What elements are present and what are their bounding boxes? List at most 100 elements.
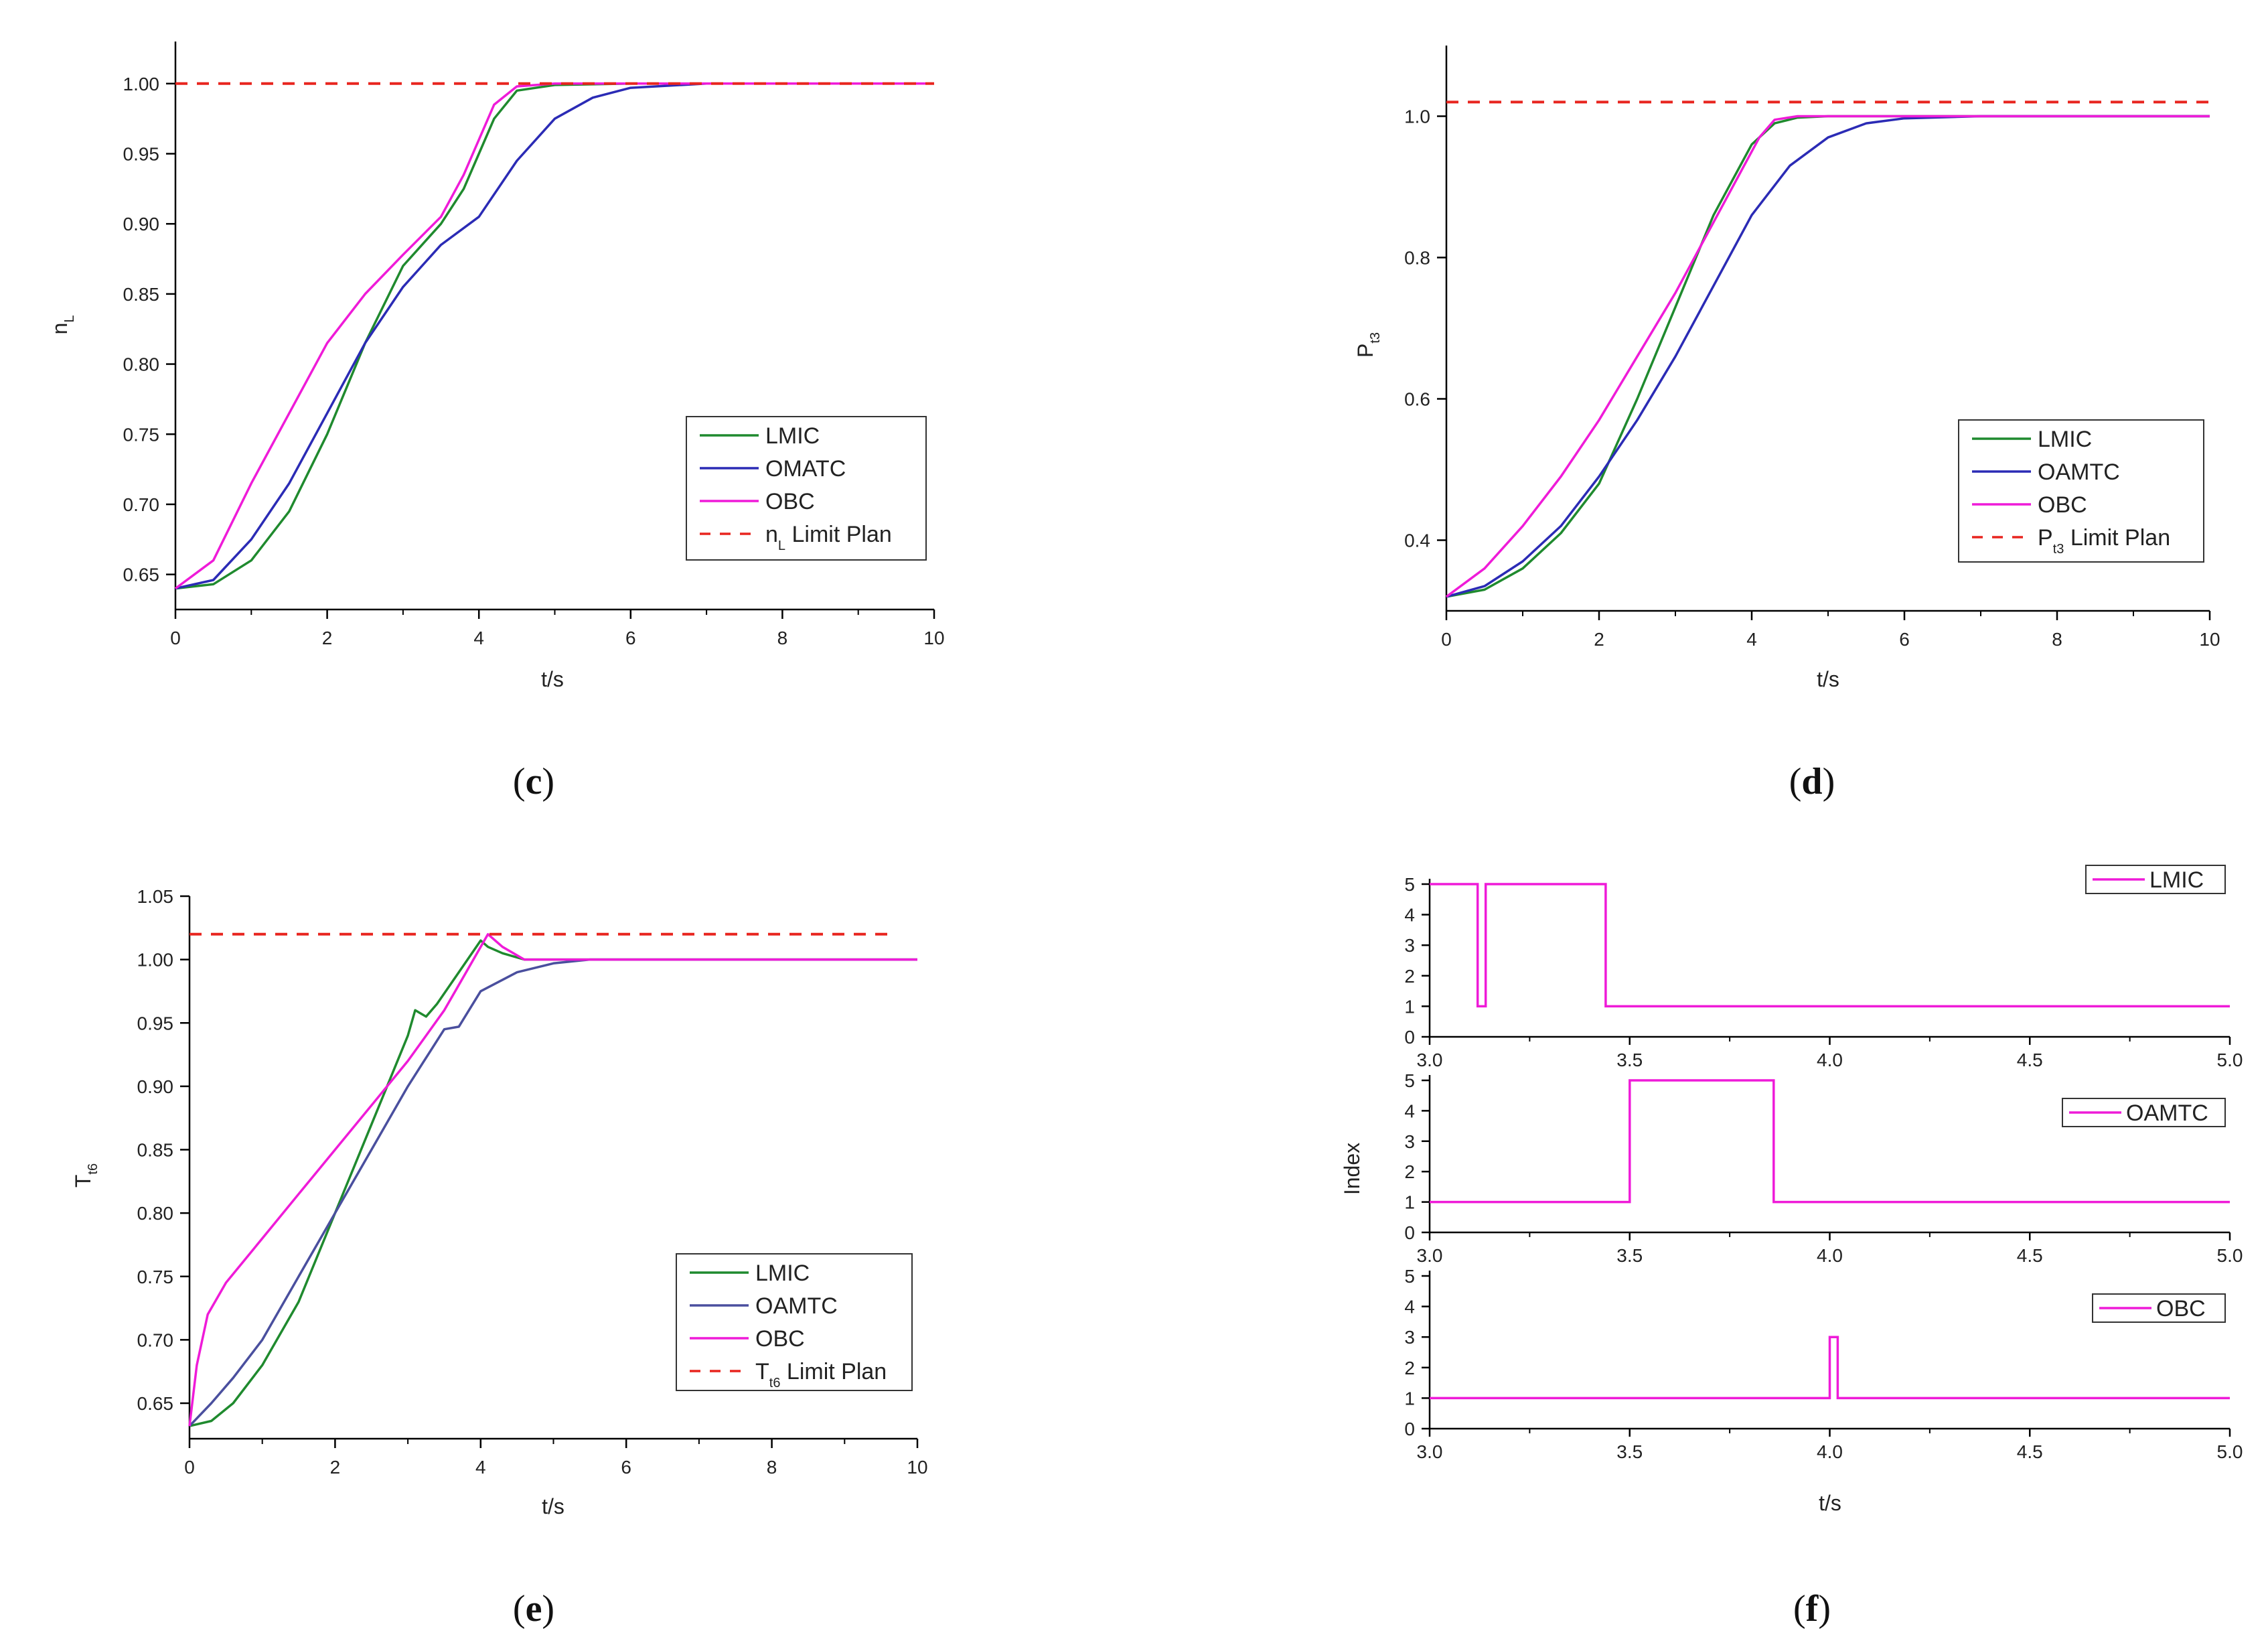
y-axis-label-main: n bbox=[48, 323, 72, 335]
caption-open-paren: ( bbox=[513, 1588, 526, 1630]
y-tick-label: 3 bbox=[1404, 1131, 1415, 1152]
legend-label: OAMTC bbox=[2126, 1100, 2208, 1126]
step-series-oamtc bbox=[1430, 1079, 2230, 1204]
y-axis-label-sub: t6 bbox=[86, 1163, 100, 1175]
legend-label: OBC bbox=[2038, 492, 2087, 518]
chart-f: 3.0 3.5 4.0 4.5 5.0 0 1 2 3 4 5 LMIC 3.0 3.5 4.0 4.5 5.0… bbox=[1340, 865, 2243, 1630]
caption-close-paren: ) bbox=[542, 1588, 554, 1630]
y-tick-label: 2 bbox=[1404, 1358, 1415, 1378]
y-tick-label: 0.95 bbox=[137, 1013, 174, 1033]
series-line-omatc bbox=[175, 82, 934, 590]
y-tick-label: 1.00 bbox=[123, 74, 160, 94]
legend-label-main: OBC bbox=[2038, 492, 2087, 518]
panel-caption: (d) bbox=[1789, 761, 1835, 802]
y-tick-label: 2 bbox=[1404, 966, 1415, 987]
series-line-oamtc bbox=[188, 958, 917, 1427]
y-tick-label: 0.95 bbox=[123, 144, 160, 165]
legend-label-main: OBC bbox=[765, 489, 815, 514]
y-tick-label: 0.85 bbox=[123, 284, 160, 305]
y-tick-label: 5 bbox=[1404, 1070, 1415, 1091]
legend-label-sub: t6 bbox=[769, 1376, 781, 1390]
y-tick-label: 0.70 bbox=[137, 1330, 174, 1350]
legend-label: LMIC bbox=[2149, 867, 2204, 893]
y-axis-label-sub: L bbox=[62, 315, 77, 323]
x-tick-label: 4.5 bbox=[2017, 1441, 2043, 1462]
y-tick-label: 1 bbox=[1404, 996, 1415, 1017]
y-tick-label: 0.65 bbox=[123, 565, 160, 585]
legend-label-sub: t3 bbox=[2053, 542, 2064, 557]
y-tick-label: 3 bbox=[1404, 935, 1415, 956]
x-axis-label: t/s bbox=[542, 1494, 564, 1518]
y-axis-label: Pt3 bbox=[1353, 332, 1383, 358]
y-tick-label: 1.05 bbox=[137, 886, 174, 907]
x-tick-label: 10 bbox=[2199, 629, 2220, 650]
y-tick-label: 0 bbox=[1404, 1419, 1415, 1439]
y-tick-label: 4 bbox=[1404, 1297, 1415, 1317]
x-tick-label: 4.0 bbox=[1817, 1245, 1843, 1266]
series-line-obc bbox=[1445, 115, 2210, 598]
y-tick-label: 3 bbox=[1404, 1327, 1415, 1348]
y-tick-label: 5 bbox=[1404, 1266, 1415, 1287]
caption-letter: e bbox=[526, 1588, 542, 1630]
x-tick-label: 8 bbox=[767, 1457, 777, 1478]
x-tick-label: 3.0 bbox=[1417, 1441, 1443, 1462]
legend-label: OBC bbox=[765, 489, 815, 514]
x-tick-label: 2 bbox=[322, 628, 333, 648]
y-tick-label: 0 bbox=[1404, 1027, 1415, 1048]
legend-label-suffix: Limit Plan bbox=[2064, 525, 2170, 551]
y-tick-label: 0.85 bbox=[137, 1140, 174, 1161]
x-tick-label: 3.0 bbox=[1417, 1245, 1443, 1266]
x-tick-label: 6 bbox=[621, 1457, 631, 1478]
y-tick-label: 0.6 bbox=[1404, 389, 1430, 410]
y-tick-label: 0.70 bbox=[123, 494, 160, 515]
legend-label: OMATC bbox=[765, 456, 846, 482]
index-panel-oamtc: 3.0 3.5 4.0 4.5 5.0 0 1 2 3 4 5 OAMTC bbox=[1404, 1070, 2243, 1266]
x-axis-label: t/s bbox=[1819, 1491, 1841, 1515]
legend-label-main: OAMTC bbox=[755, 1293, 838, 1319]
y-tick-label: 4 bbox=[1404, 905, 1415, 926]
x-tick-label: 4 bbox=[475, 1457, 486, 1478]
x-tick-label: 3.0 bbox=[1417, 1050, 1443, 1070]
legend-label: Tt6 Limit Plan bbox=[755, 1359, 887, 1390]
x-tick-label: 3.5 bbox=[1616, 1050, 1643, 1070]
y-tick-label: 0.80 bbox=[137, 1203, 174, 1224]
legend-box bbox=[686, 416, 927, 561]
y-tick-label: 4 bbox=[1404, 1100, 1415, 1121]
y-axis-label-sub: t3 bbox=[1368, 332, 1383, 344]
index-panel-lmic: 3.0 3.5 4.0 4.5 5.0 0 1 2 3 4 5 LMIC bbox=[1404, 865, 2243, 1070]
x-tick-label: 0 bbox=[184, 1457, 195, 1478]
x-tick-label: 2 bbox=[330, 1457, 341, 1478]
y-axis-label-main: P bbox=[1353, 344, 1377, 358]
y-axis-label: Tt6 bbox=[71, 1163, 100, 1188]
x-tick-label: 4.5 bbox=[2017, 1245, 2043, 1266]
legend-label-main: LMIC bbox=[755, 1261, 810, 1286]
caption-letter: f bbox=[1806, 1588, 1819, 1630]
legend-label: LMIC bbox=[765, 423, 820, 449]
legend-label: LMIC bbox=[2038, 427, 2092, 452]
series-line-obc bbox=[188, 933, 917, 1427]
step-series-lmic bbox=[1430, 883, 2230, 1008]
x-tick-label: 5.0 bbox=[2217, 1050, 2243, 1070]
y-tick-label: 0.65 bbox=[137, 1393, 174, 1414]
legend-label: OAMTC bbox=[2038, 459, 2120, 485]
x-tick-label: 3.5 bbox=[1616, 1245, 1643, 1266]
y-tick-label: 0.75 bbox=[123, 424, 160, 445]
legend-label: OBC bbox=[755, 1326, 805, 1352]
legend-label-main: LMIC bbox=[2038, 427, 2092, 452]
y-axis-label: nL bbox=[48, 315, 77, 335]
legend-label-suffix: Limit Plan bbox=[785, 522, 892, 547]
chart-e: 0 2 4 6 8 10 0.65 0.70 0.75 0.80 0.85 0.90 0.95 1.00 1… bbox=[71, 886, 928, 1630]
caption-close-paren: ) bbox=[1818, 1588, 1831, 1630]
x-axis-label: t/s bbox=[1817, 667, 1839, 691]
y-tick-label: 0.90 bbox=[123, 214, 160, 234]
chart-c: 0 2 4 6 8 10 0.65 0.70 0.75 0.80 0.85 0.90 0.95 1.00 t… bbox=[48, 42, 945, 802]
x-tick-label: 10 bbox=[907, 1457, 927, 1478]
x-tick-label: 4 bbox=[473, 628, 484, 648]
x-tick-label: 0 bbox=[170, 628, 181, 648]
x-tick-label: 4.0 bbox=[1817, 1050, 1843, 1070]
caption-close-paren: ) bbox=[1823, 761, 1835, 802]
legend-box bbox=[676, 1253, 913, 1391]
x-tick-label: 0 bbox=[1441, 629, 1452, 650]
y-tick-label: 5 bbox=[1404, 874, 1415, 895]
